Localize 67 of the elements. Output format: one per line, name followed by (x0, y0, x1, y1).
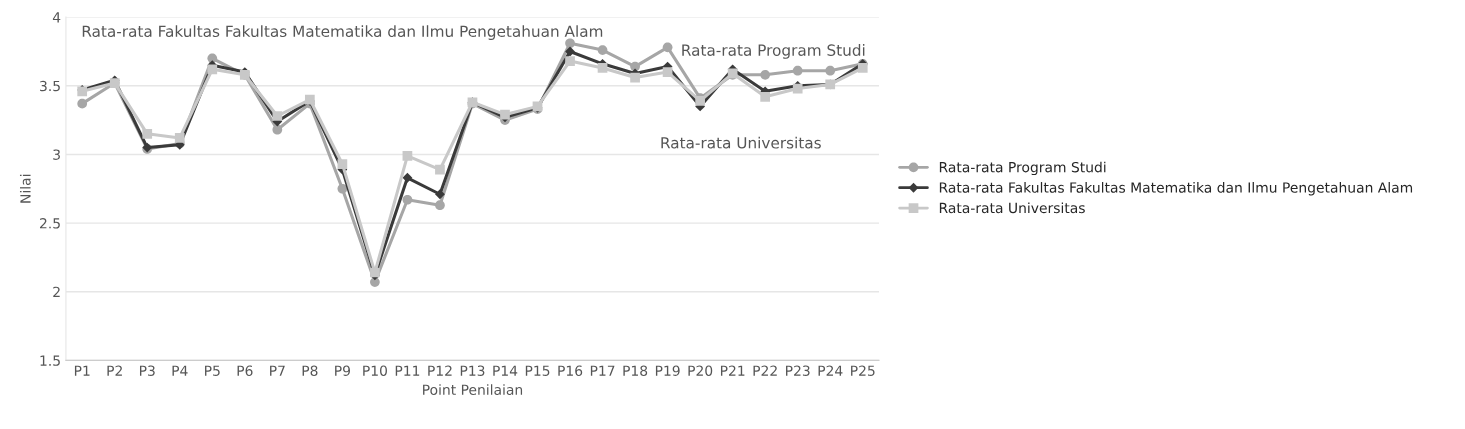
annotation: Rata-rata Fakultas Fakultas Matematika dan Ilmu Pengetahuan Alam (82, 25, 603, 40)
x-tick-label: P25 (851, 365, 875, 376)
x-tick-label: P4 (172, 365, 188, 376)
x-tick-label: P23 (786, 365, 810, 376)
x-tick-label: P1 (74, 365, 90, 376)
x-tick-label: P20 (688, 365, 713, 376)
x-tick-label: P13 (460, 365, 485, 376)
x-tick-label: P14 (493, 365, 518, 376)
point (435, 200, 445, 211)
annotation: Rata-rata Universitas (661, 136, 821, 149)
legend-label: Rata-rata Program Studi (939, 161, 1106, 176)
x-tick-label: P9 (335, 365, 350, 376)
point (565, 56, 575, 66)
point (792, 65, 803, 76)
point (272, 111, 283, 121)
x-tick-label: P3 (139, 365, 155, 376)
x-tick-label: P7 (270, 365, 285, 376)
point (760, 91, 771, 102)
y-tick-label: 2 (53, 286, 60, 297)
x-tick-label: P6 (237, 365, 253, 376)
y-tick-label: 3 (53, 149, 60, 160)
x-tick-label: P10 (363, 365, 387, 376)
x-tick-label: P5 (205, 365, 220, 376)
point (402, 172, 413, 183)
x-tick-label: P19 (655, 365, 680, 376)
y-tick-label: 1.5 (40, 355, 60, 366)
x-tick-label: P16 (558, 365, 583, 376)
point (597, 63, 608, 73)
point (565, 46, 575, 57)
point (825, 65, 836, 76)
legend-label: Rata-rata Universitas (939, 202, 1085, 214)
x-tick-label: P12 (428, 365, 452, 376)
x-tick-label: P11 (395, 365, 420, 376)
point (77, 98, 88, 109)
point (337, 159, 348, 169)
point (337, 183, 348, 194)
point (207, 64, 218, 75)
point (174, 133, 185, 143)
legend-label: Rata-rata Fakultas Fakultas Matematika dan Ilmu Pengetahuan Alam (939, 182, 1413, 196)
annotation: Rata-rata Program Studi (682, 44, 865, 59)
y-tick-label: 2.5 (39, 218, 60, 229)
point (435, 189, 445, 200)
x-tick-label: P22 (753, 365, 777, 376)
x-tick-label: P18 (623, 365, 648, 376)
point (630, 72, 640, 83)
point (435, 164, 445, 175)
x-tick-label: P24 (818, 365, 843, 376)
point (597, 45, 608, 55)
point (402, 194, 413, 205)
x-tick-label: P17 (590, 365, 615, 376)
point (662, 67, 673, 77)
point (402, 150, 413, 161)
point (857, 63, 868, 73)
point (662, 42, 673, 53)
point (630, 61, 640, 72)
x-tick-label: P15 (525, 365, 550, 376)
y-tick-label: 4 (52, 12, 61, 23)
x-tick-label: P21 (720, 365, 745, 376)
x-tick-label: P8 (302, 365, 318, 376)
point (760, 69, 771, 80)
x-tick-label: P2 (107, 365, 122, 376)
point (142, 128, 153, 139)
x-axis-title: Point Penilaian (423, 384, 523, 395)
point (565, 38, 575, 49)
y-tick-label: 3.5 (40, 80, 60, 92)
point (272, 124, 283, 135)
y-axis-title: Nilai (19, 174, 31, 203)
